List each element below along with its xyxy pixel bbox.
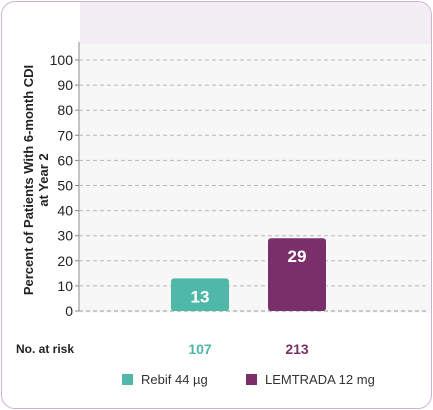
y-tick-label-70: 70	[57, 127, 73, 143]
at-risk-label: No. at risk	[16, 342, 75, 356]
at-risk-value-rebif: 107	[188, 341, 212, 357]
legend-item-rebif: Rebif 44 µg	[122, 372, 208, 387]
y-tick-label-90: 90	[57, 77, 73, 93]
legend-item-lemtrada: LEMTRADA 12 mg	[246, 372, 375, 387]
plot-top-band	[80, 2, 431, 44]
plot-background	[80, 44, 431, 313]
y-tick-label-30: 30	[57, 228, 73, 244]
bar-0	[171, 278, 229, 311]
y-tick-label-10: 10	[57, 278, 73, 294]
y-tick-label-20: 20	[57, 253, 73, 269]
y-tick-label-80: 80	[57, 102, 73, 118]
legend-swatch-rebif	[122, 374, 133, 385]
bar-value-label-1: 29	[288, 247, 307, 266]
y-tick-label-100: 100	[50, 52, 74, 68]
y-tick-label-0: 0	[65, 303, 73, 319]
y-tick-label-50: 50	[57, 178, 73, 194]
legend-swatch-lemtrada	[246, 374, 257, 385]
y-axis-title: Percent of Patients With 6-month CDI at …	[21, 64, 51, 296]
bar-1	[268, 238, 326, 311]
legend-label-rebif: Rebif 44 µg	[141, 372, 208, 387]
legend: Rebif 44 µg LEMTRADA 12 mg	[0, 372, 433, 392]
y-tick-label-60: 60	[57, 152, 73, 168]
at-risk-value-lemtrada: 213	[285, 341, 309, 357]
bar-value-label-0: 13	[191, 287, 210, 306]
legend-label-lemtrada: LEMTRADA 12 mg	[265, 372, 375, 387]
y-tick-label-40: 40	[57, 203, 73, 219]
